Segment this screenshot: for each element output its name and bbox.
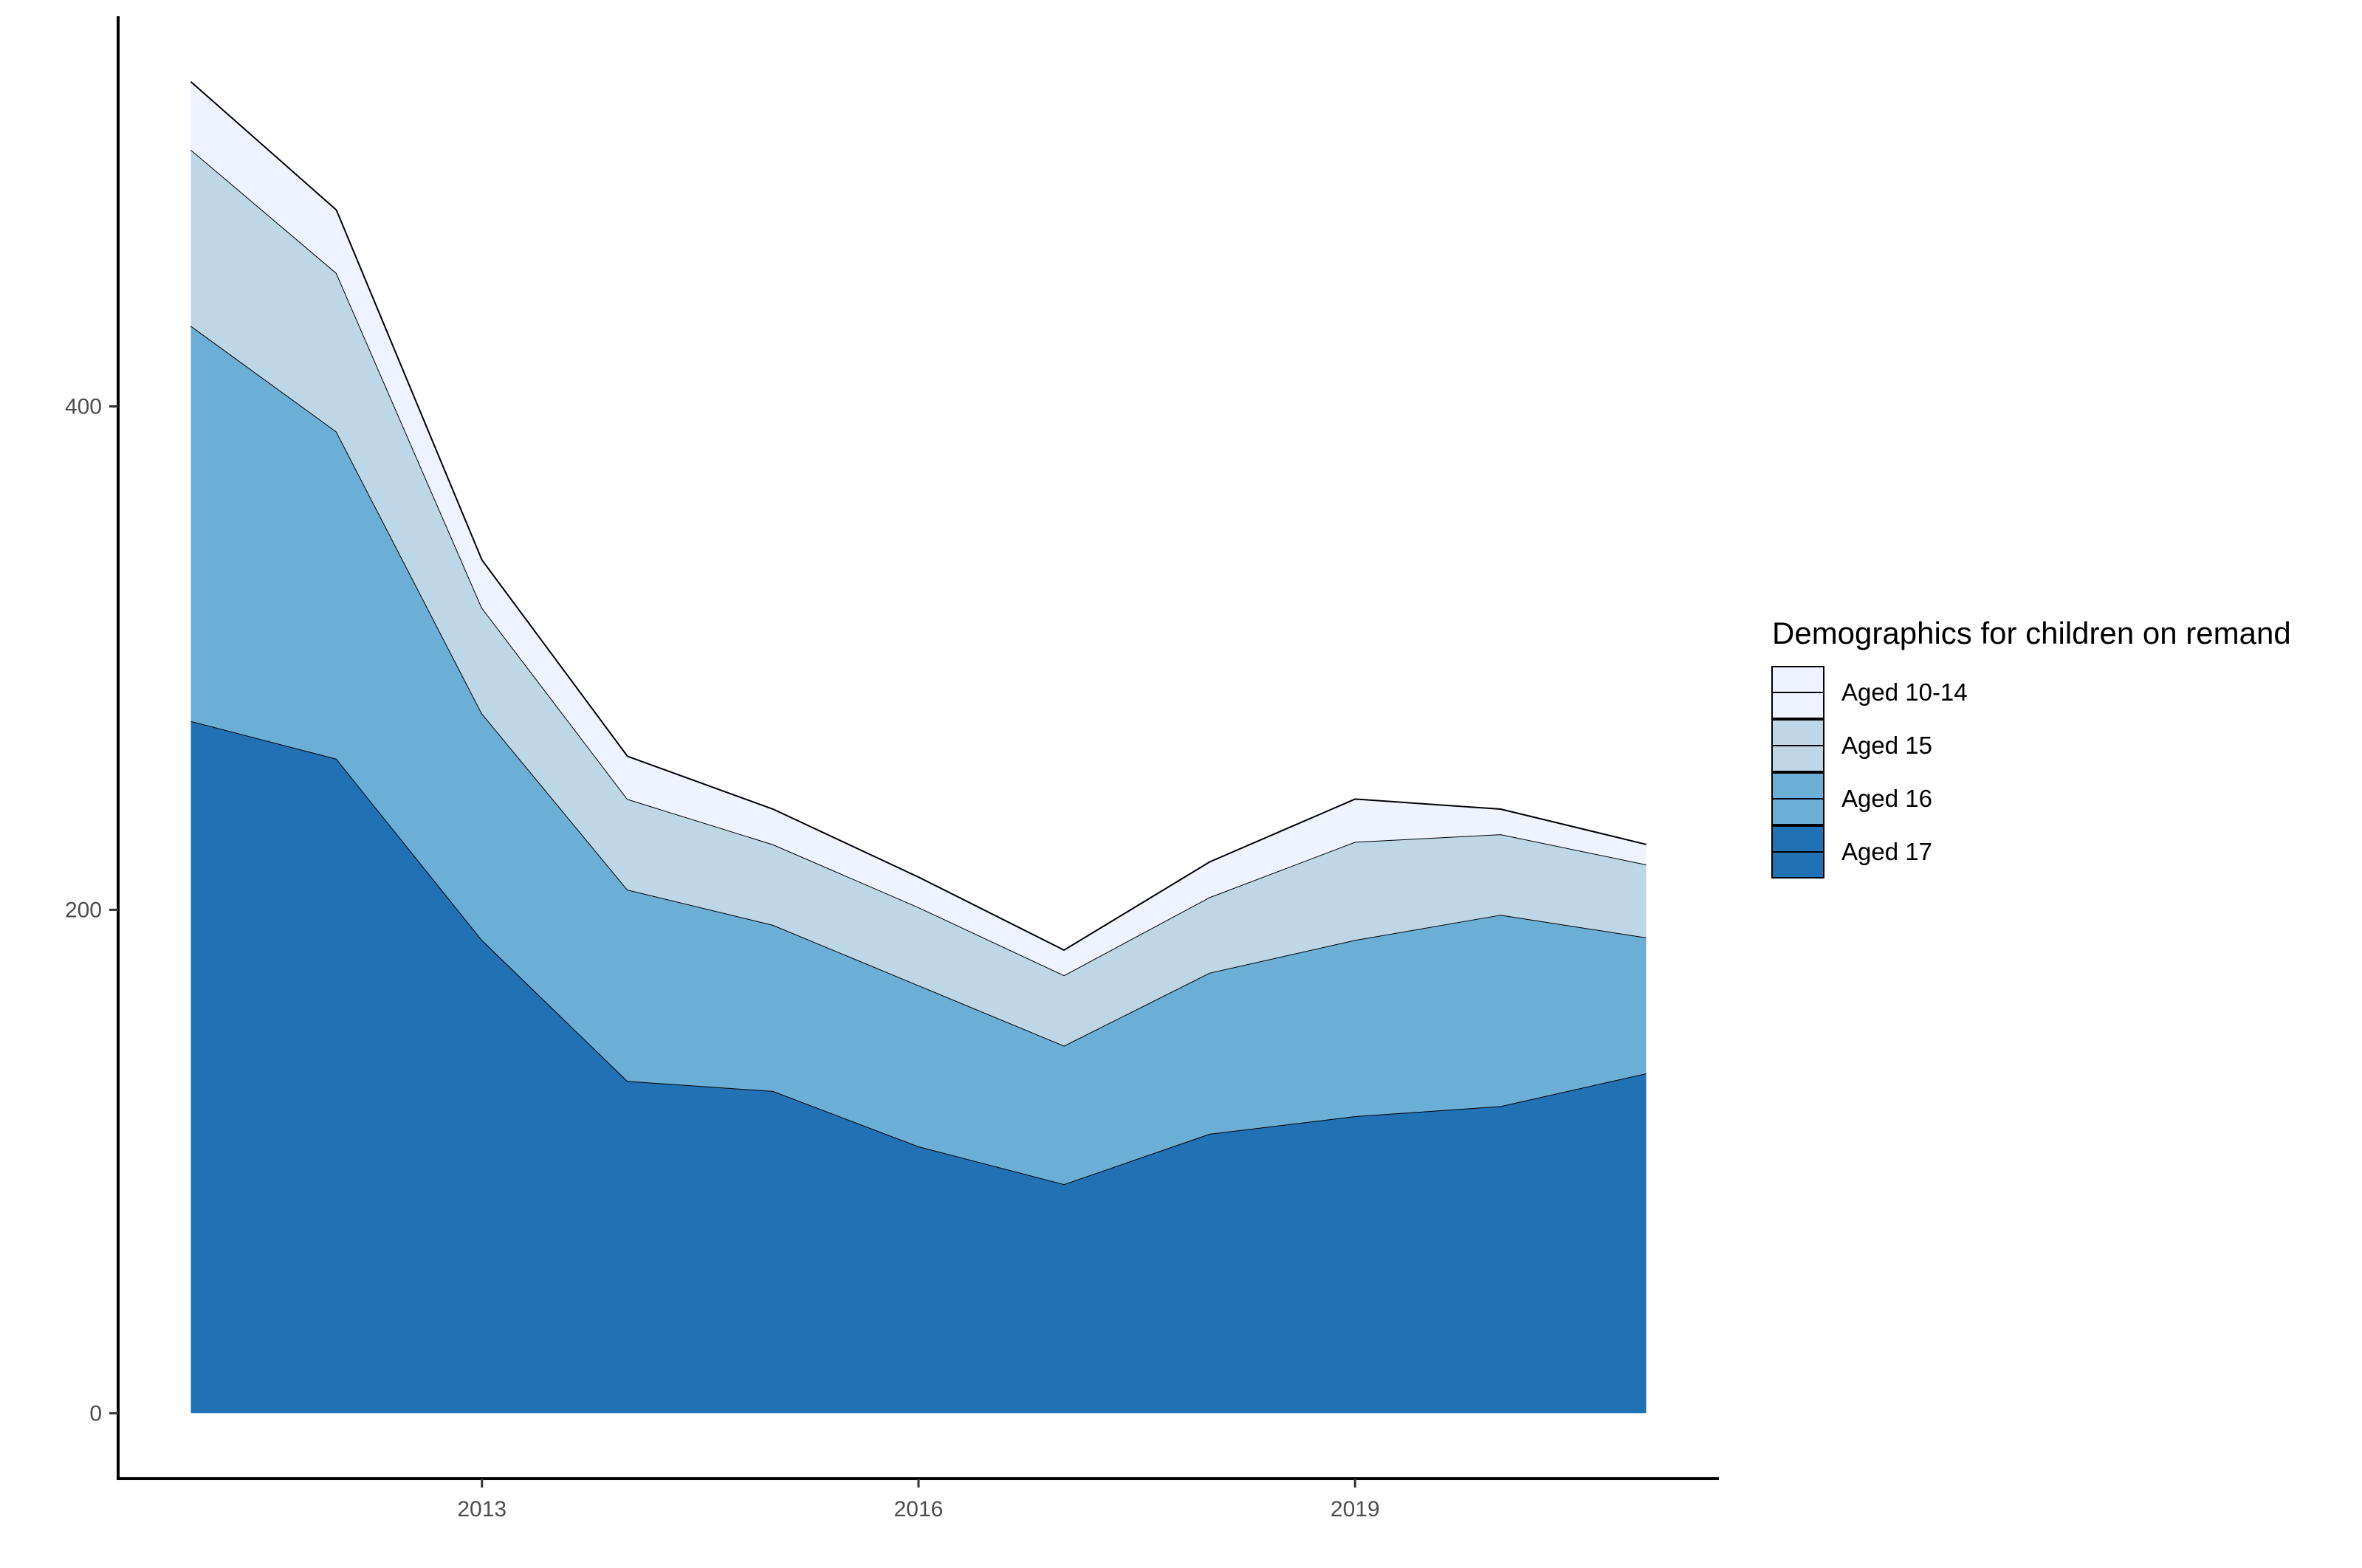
y-tick-label: 0 <box>89 1401 102 1426</box>
legend-title: Demographics for children on remand <box>1772 616 2291 650</box>
legend-label-aged-10-14: Aged 10-14 <box>1841 678 1968 706</box>
area-outline-aged-10-14 <box>190 80 1647 952</box>
x-axis-ticks: 2013 2016 2019 <box>457 1479 1380 1521</box>
y-tick-label: 200 <box>65 898 102 922</box>
area-aged-16 <box>190 326 1647 1185</box>
y-tick-label: 400 <box>65 394 102 419</box>
area-aged-17 <box>190 721 1647 1414</box>
stacked-areas <box>190 80 1647 1414</box>
y-axis-ticks: 0 200 400 <box>65 394 118 1426</box>
legend: Demographics for children on remand Aged… <box>1771 616 2291 878</box>
x-tick-label: 2019 <box>1331 1497 1380 1521</box>
x-tick-label: 2016 <box>894 1497 944 1521</box>
legend-label-aged-17: Aged 17 <box>1841 838 1932 865</box>
legend-label-aged-16: Aged 16 <box>1841 785 1932 812</box>
x-tick-label: 2013 <box>457 1497 507 1521</box>
legend-label-aged-15: Aged 15 <box>1841 732 1932 759</box>
